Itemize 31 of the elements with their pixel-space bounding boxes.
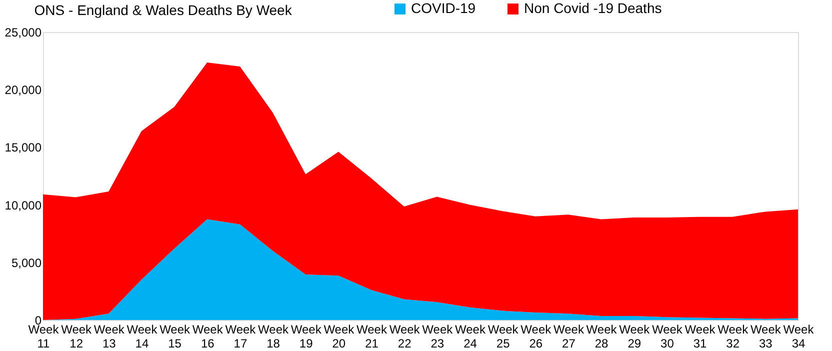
y-tick-label: 20,000 xyxy=(4,83,42,98)
x-tick-label: Week 34 xyxy=(783,322,815,350)
x-tick-label: Week 29 xyxy=(619,322,651,350)
x-tick-label: Week 23 xyxy=(422,322,454,350)
legend-label: COVID-19 xyxy=(411,0,476,16)
legend-label: Non Covid -19 Deaths xyxy=(524,0,662,16)
x-tick-label: Week 25 xyxy=(488,322,520,350)
x-tick-label: Week 18 xyxy=(258,322,290,350)
x-tick-label: Week 14 xyxy=(126,322,158,350)
x-tick-label: Week 15 xyxy=(160,322,192,350)
x-tick-label: Week 24 xyxy=(455,322,486,350)
x-tick-label: Week 21 xyxy=(356,322,388,350)
y-tick-label: 5,000 xyxy=(11,256,42,270)
x-tick-label: Week 32 xyxy=(718,322,750,350)
x-tick-label: Week 31 xyxy=(684,322,716,350)
x-tick-label: Week 22 xyxy=(389,322,421,350)
x-tick-label: Week 13 xyxy=(94,322,126,350)
x-tick-label: Week 26 xyxy=(520,322,552,350)
x-tick-label: Week 19 xyxy=(290,322,322,350)
x-tick-label: Week 20 xyxy=(324,322,356,350)
x-tick-label: Week 28 xyxy=(586,322,618,350)
x-tick-label: Week 30 xyxy=(652,322,684,350)
x-tick-label: Week 33 xyxy=(750,322,782,350)
x-tick-label: Week 16 xyxy=(192,322,224,350)
x-tick-label: Week 12 xyxy=(61,322,93,350)
chart-title: ONS - England & Wales Deaths By Week xyxy=(34,2,293,18)
y-tick-label: 10,000 xyxy=(4,198,42,212)
x-tick-label: Week 27 xyxy=(553,322,585,350)
x-tick-label: Week 17 xyxy=(225,322,257,350)
y-tick-label: 15,000 xyxy=(4,140,42,155)
y-tick-label: 25,000 xyxy=(4,26,42,40)
